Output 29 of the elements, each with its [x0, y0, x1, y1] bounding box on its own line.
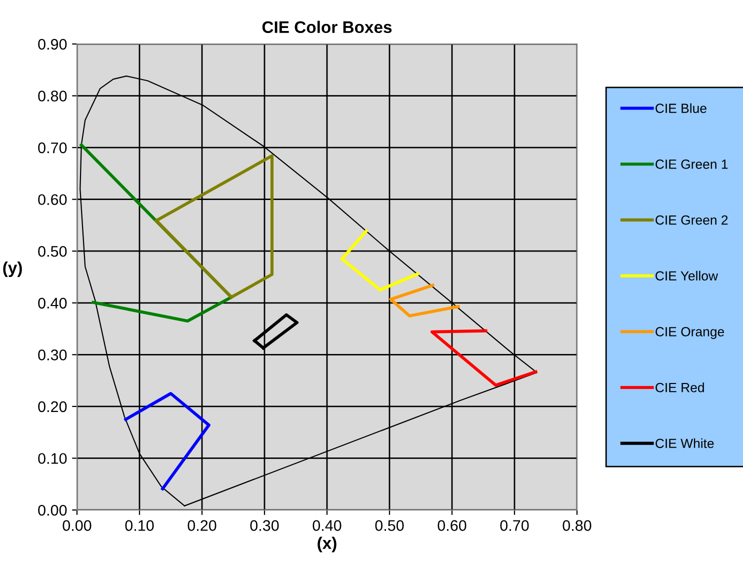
x-tick-label: 0.30 [250, 520, 279, 531]
y-tick-label: 0.10 [38, 453, 67, 464]
x-tick-label: 0.80 [562, 520, 592, 531]
legend-label: CIE Blue [656, 103, 706, 114]
x-tick-label: 0.00 [62, 520, 92, 531]
y-axis-title: (y) [3, 261, 22, 277]
y-tick-label: 0.90 [38, 38, 67, 50]
x-tick-label: 0.40 [312, 520, 342, 531]
x-axis-title: (x) [318, 536, 336, 552]
x-tick-label: 0.60 [438, 520, 466, 531]
x-tick-label: 0.70 [500, 520, 529, 531]
y-tick-label: 0.40 [38, 298, 67, 309]
legend-label: CIE White [656, 438, 714, 448]
y-tick-label: 0.00 [38, 504, 67, 516]
y-tick-label: 0.20 [38, 401, 67, 412]
y-tick-label: 0.80 [38, 90, 67, 102]
x-tick-label: 0.10 [125, 520, 154, 531]
y-tick-label: 0.70 [38, 142, 67, 154]
x-tick-label: 0.50 [375, 520, 404, 531]
legend-label: CIE Green 1 [656, 160, 728, 169]
legend-label: CIE Orange [656, 327, 724, 339]
y-tick-label: 0.30 [38, 350, 67, 360]
y-tick-label: 0.60 [38, 194, 67, 206]
y-tick-label: 0.50 [38, 246, 67, 257]
x-tick-label: 0.20 [188, 520, 216, 531]
legend-label: CIE Green 2 [656, 215, 728, 225]
legend-label: CIE Red [656, 382, 704, 392]
legend-label: CIE Yellow [656, 270, 718, 281]
chart-title: CIE Color Boxes [262, 20, 392, 34]
